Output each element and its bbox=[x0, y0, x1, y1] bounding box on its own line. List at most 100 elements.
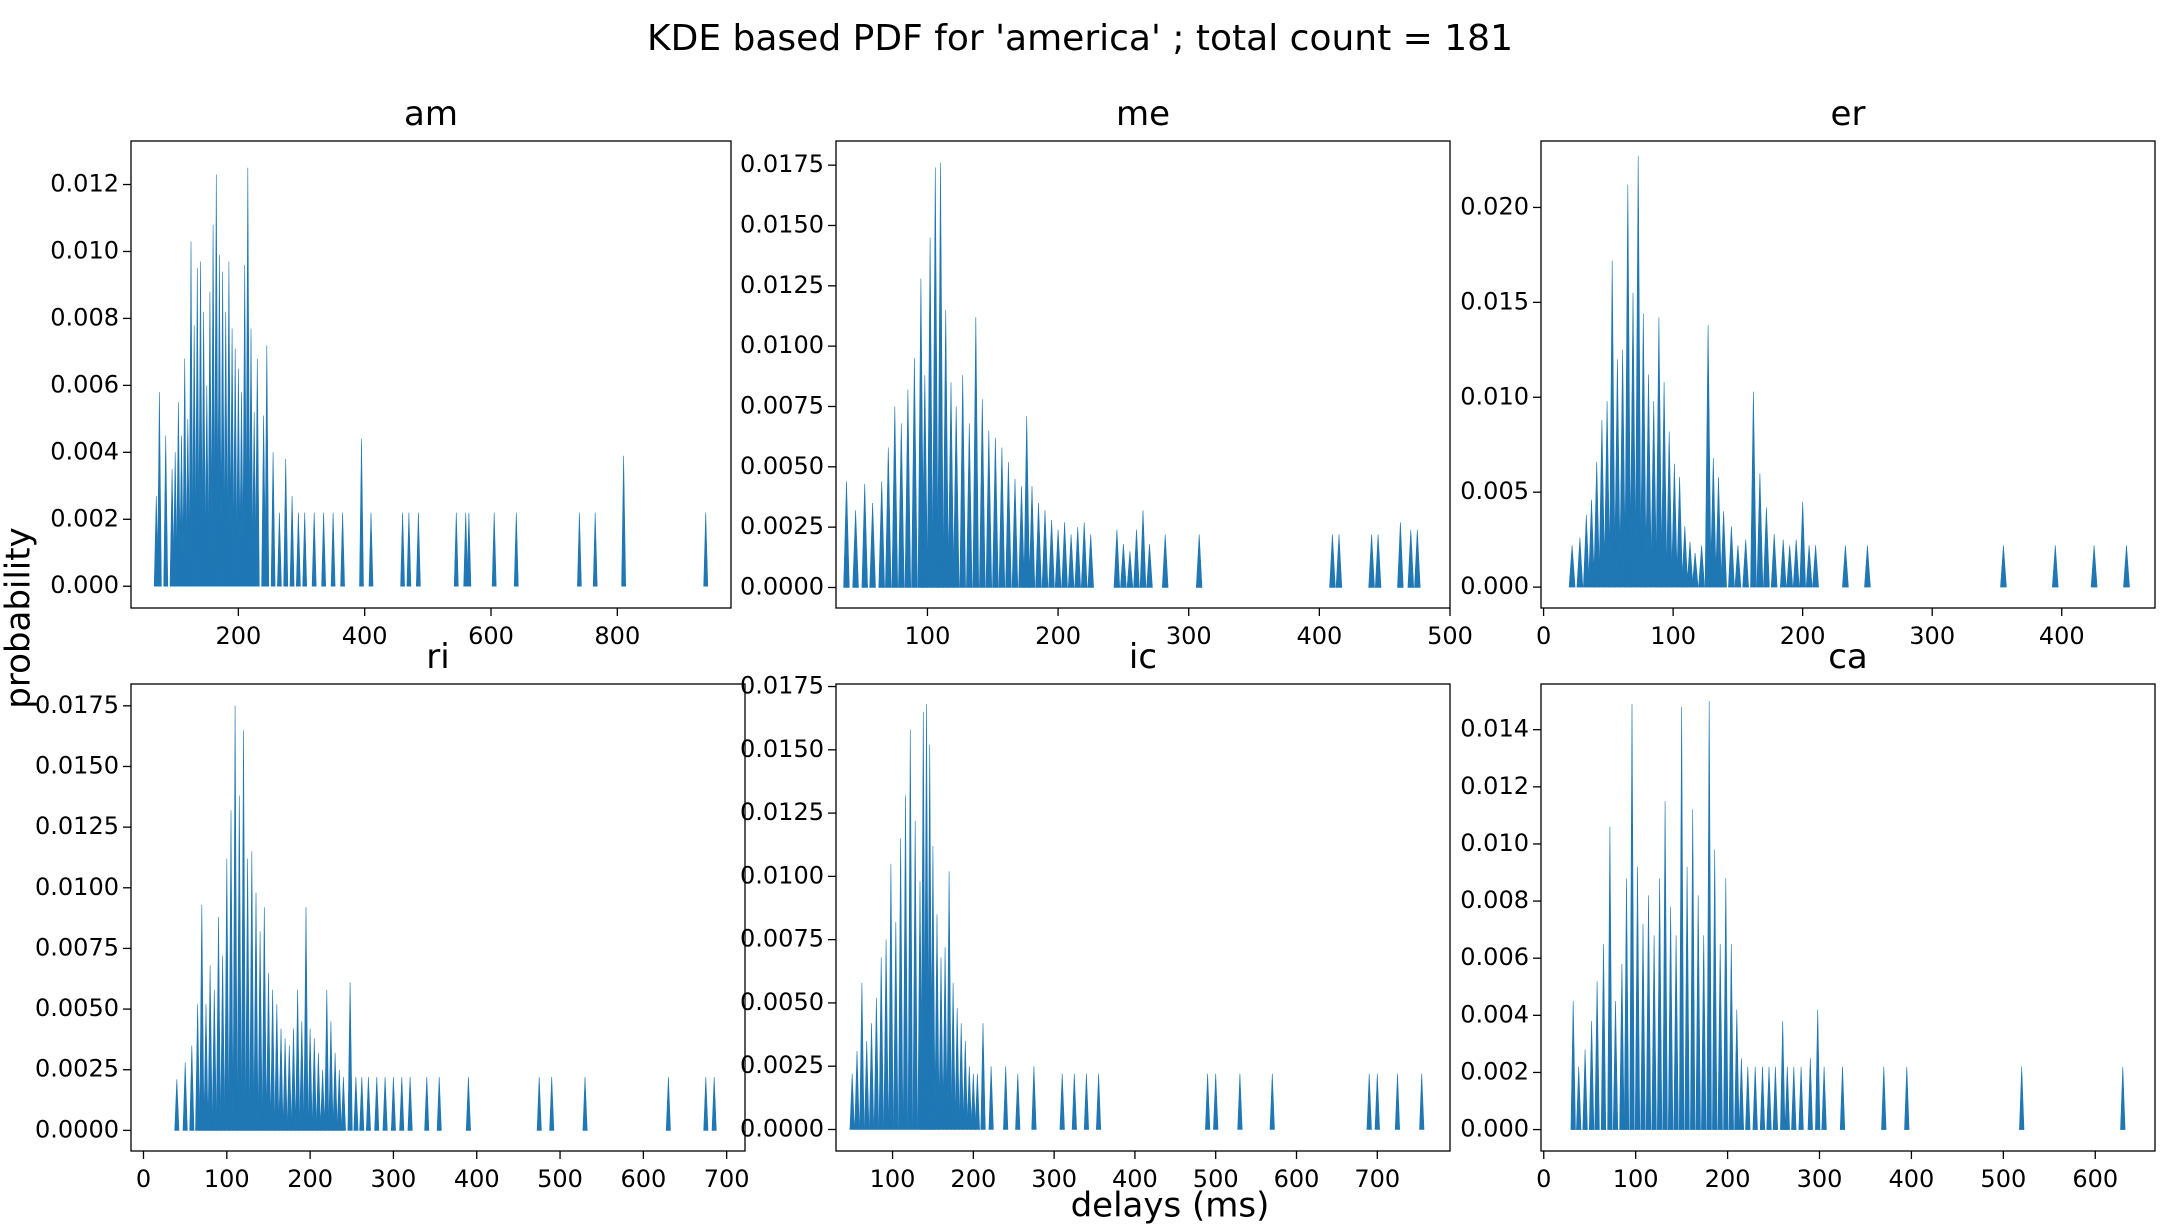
density-spike bbox=[950, 982, 956, 1130]
y-tick-label: 0.020 bbox=[1460, 192, 1529, 220]
density-spike bbox=[1690, 809, 1696, 1130]
x-tick-label: 200 bbox=[215, 622, 261, 650]
density-spike bbox=[1709, 457, 1717, 588]
density-spike bbox=[1397, 522, 1404, 588]
density-spike bbox=[189, 1045, 195, 1131]
density-spike bbox=[315, 1052, 321, 1131]
y-tick-label: 0.010 bbox=[50, 236, 119, 264]
density-spike bbox=[235, 368, 241, 587]
density-spike bbox=[891, 406, 899, 588]
density-spike bbox=[332, 1052, 338, 1131]
density-spike bbox=[1634, 866, 1641, 1130]
density-spike bbox=[232, 705, 238, 1131]
density-spike bbox=[249, 851, 255, 1131]
y-tick-label: 0.0175 bbox=[740, 672, 824, 700]
density-spike bbox=[966, 423, 973, 588]
density-spike bbox=[1594, 981, 1600, 1130]
density-spike bbox=[1691, 552, 1699, 588]
density-spike bbox=[958, 1023, 964, 1130]
density-spike bbox=[864, 1040, 870, 1130]
density-spike bbox=[1607, 826, 1613, 1130]
density-spike bbox=[229, 328, 235, 587]
density-spike bbox=[1734, 1009, 1740, 1130]
x-tick-label: 500 bbox=[1427, 622, 1473, 650]
density-spike bbox=[406, 512, 412, 587]
y-tick-label: 0.012 bbox=[1460, 772, 1529, 800]
density-spike bbox=[204, 385, 210, 587]
density-spike bbox=[399, 1076, 405, 1131]
density-spike bbox=[1904, 1066, 1910, 1130]
density-spike bbox=[207, 291, 213, 587]
density-spike bbox=[251, 412, 257, 587]
density-spike bbox=[179, 435, 184, 587]
density-spike bbox=[299, 1021, 305, 1131]
density-spike bbox=[248, 328, 254, 587]
density-spike bbox=[1728, 526, 1735, 588]
density-spike bbox=[980, 1023, 986, 1130]
density-spike bbox=[1745, 1066, 1751, 1130]
density-spike bbox=[2051, 545, 2059, 588]
density-spike bbox=[1374, 534, 1382, 588]
density-spike bbox=[224, 858, 230, 1131]
density-spike bbox=[239, 392, 244, 587]
density-spike bbox=[1593, 461, 1601, 588]
x-tick-label: 400 bbox=[1296, 622, 1342, 650]
density-spike bbox=[2123, 545, 2130, 588]
density-spike bbox=[1619, 349, 1626, 588]
density-spike bbox=[207, 965, 213, 1131]
density-spike bbox=[1269, 1073, 1275, 1130]
density-spike bbox=[1706, 701, 1712, 1130]
y-tick-label: 0.0100 bbox=[740, 331, 824, 359]
y-tick-label: 0.002 bbox=[50, 504, 119, 532]
density-spike bbox=[954, 1007, 960, 1130]
density-spike bbox=[861, 483, 868, 588]
y-tick-label: 0.004 bbox=[50, 437, 119, 465]
x-tick-label: 200 bbox=[1035, 622, 1081, 650]
density-spike bbox=[577, 512, 582, 587]
subplot-er: er 0 100 200 300 400 0.000 0.005 0.010 0.015 0.020 bbox=[1460, 94, 2156, 650]
density-spike bbox=[1414, 529, 1421, 588]
density-spike bbox=[1665, 431, 1673, 588]
density-spike bbox=[1752, 1066, 1758, 1130]
density-spike bbox=[1374, 1073, 1380, 1130]
density-spike bbox=[985, 430, 993, 588]
density-spike bbox=[946, 871, 952, 1130]
density-spike bbox=[220, 271, 225, 587]
subplot-ca: ca 0 100 200 300 400 500 600 0.000 0.002 0.004 0.00… bbox=[1460, 637, 2156, 1193]
density-spike bbox=[938, 957, 944, 1130]
density-spike bbox=[1623, 878, 1630, 1130]
density-spike bbox=[1329, 534, 1336, 588]
density-spike bbox=[513, 512, 519, 587]
density-spike bbox=[390, 1076, 396, 1131]
density-spike bbox=[854, 1050, 860, 1130]
density-spike bbox=[321, 512, 327, 587]
density-spike bbox=[1035, 502, 1042, 588]
density-area bbox=[843, 162, 1421, 588]
density-spike bbox=[353, 1076, 359, 1131]
density-spike bbox=[153, 495, 159, 587]
density-spike bbox=[898, 423, 905, 588]
density-spike bbox=[1742, 539, 1749, 588]
density-spike bbox=[869, 502, 876, 588]
density-spike bbox=[340, 1076, 346, 1131]
density-spike bbox=[621, 455, 627, 587]
density-spike bbox=[228, 810, 234, 1131]
y-tick-label: 0.006 bbox=[1460, 943, 1529, 971]
density-spike bbox=[1695, 895, 1701, 1130]
density-spike bbox=[1720, 511, 1727, 588]
density-spike bbox=[1750, 391, 1757, 588]
y-tick-label: 0.0125 bbox=[35, 812, 119, 840]
density-spike bbox=[1807, 1058, 1813, 1130]
y-tick-label: 0.0100 bbox=[35, 873, 119, 901]
density-spike bbox=[261, 415, 267, 587]
density-spike bbox=[1600, 943, 1607, 1130]
subplot-title: ic bbox=[1129, 637, 1157, 677]
y-tick-label: 0.006 bbox=[50, 370, 119, 398]
axes-frame bbox=[1540, 683, 2156, 1152]
density-spike bbox=[347, 982, 353, 1131]
density-spike bbox=[1792, 539, 1800, 588]
density-spike bbox=[400, 512, 405, 587]
density-spike bbox=[1684, 866, 1690, 1130]
density-spike bbox=[1583, 514, 1590, 588]
y-tick-label: 0.0000 bbox=[740, 1114, 824, 1142]
